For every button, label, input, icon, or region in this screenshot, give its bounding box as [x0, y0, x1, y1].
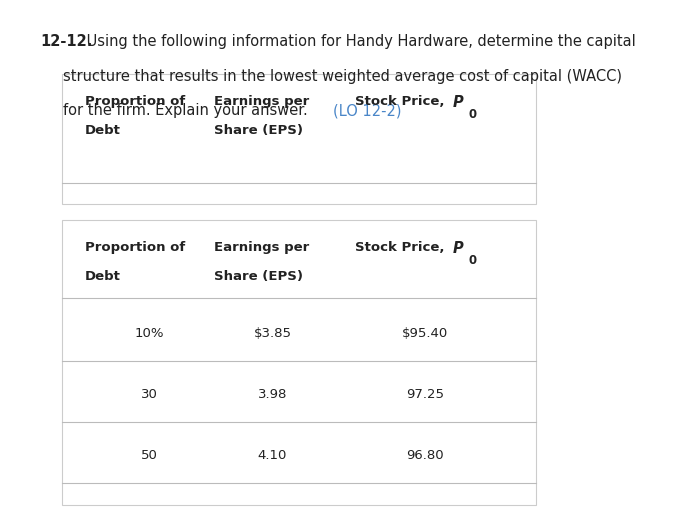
Text: Debt: Debt — [85, 124, 121, 138]
FancyBboxPatch shape — [62, 220, 536, 505]
Text: Using the following information for Handy Hardware, determine the capital: Using the following information for Hand… — [82, 34, 636, 49]
Text: $95.40: $95.40 — [402, 327, 448, 340]
Text: Stock Price,: Stock Price, — [354, 241, 449, 254]
Text: 30: 30 — [141, 388, 158, 401]
Text: 3.98: 3.98 — [258, 388, 287, 401]
Text: 0: 0 — [469, 254, 477, 267]
Text: 97.25: 97.25 — [406, 388, 444, 401]
FancyBboxPatch shape — [62, 74, 536, 204]
Text: Share (EPS): Share (EPS) — [214, 270, 303, 283]
Text: Earnings per: Earnings per — [214, 241, 309, 254]
Text: Stock Price,: Stock Price, — [354, 95, 449, 108]
Text: 0: 0 — [469, 108, 477, 122]
Text: $3.85: $3.85 — [254, 327, 291, 340]
Text: 96.80: 96.80 — [406, 449, 444, 462]
Text: 12-12.: 12-12. — [40, 34, 92, 49]
Text: Proportion of: Proportion of — [85, 95, 185, 108]
Text: for the firm. Explain your answer.: for the firm. Explain your answer. — [64, 103, 308, 118]
Text: Debt: Debt — [85, 270, 121, 283]
Text: Share (EPS): Share (EPS) — [214, 124, 303, 138]
Text: 4.10: 4.10 — [258, 449, 287, 462]
Text: P: P — [453, 95, 464, 110]
Text: 10%: 10% — [135, 327, 164, 340]
Text: structure that results in the lowest weighted average cost of capital (WACC): structure that results in the lowest wei… — [64, 69, 622, 84]
Text: Earnings per: Earnings per — [214, 95, 309, 108]
Text: P: P — [453, 241, 464, 256]
Text: (LO 12-2): (LO 12-2) — [333, 103, 402, 118]
Text: Proportion of: Proportion of — [85, 241, 185, 254]
Text: 50: 50 — [141, 449, 158, 462]
